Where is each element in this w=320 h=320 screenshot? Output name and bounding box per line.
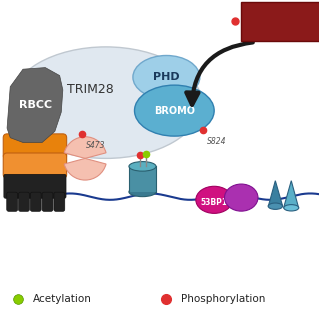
Ellipse shape [133, 55, 200, 99]
Polygon shape [284, 181, 299, 208]
Text: BRCA1: BRCA1 [227, 190, 255, 200]
Text: RBCC: RBCC [19, 100, 52, 110]
Text: S824: S824 [207, 137, 227, 146]
Polygon shape [7, 68, 63, 142]
FancyBboxPatch shape [30, 192, 41, 211]
Text: Acetylation: Acetylation [33, 293, 92, 304]
FancyBboxPatch shape [3, 134, 67, 159]
Wedge shape [64, 158, 106, 180]
FancyBboxPatch shape [42, 192, 53, 211]
Text: S473: S473 [86, 141, 106, 150]
Text: TRIM28: TRIM28 [67, 84, 113, 96]
Ellipse shape [268, 203, 283, 209]
Text: 53BP1: 53BP1 [201, 197, 228, 206]
Ellipse shape [134, 85, 214, 136]
Text: PHD: PHD [153, 72, 180, 82]
Ellipse shape [225, 184, 258, 211]
Ellipse shape [10, 47, 201, 158]
FancyBboxPatch shape [19, 192, 29, 211]
FancyBboxPatch shape [129, 166, 156, 192]
Ellipse shape [284, 204, 299, 211]
FancyBboxPatch shape [7, 192, 18, 211]
Text: ATM: ATM [261, 14, 294, 28]
FancyBboxPatch shape [4, 174, 66, 198]
Wedge shape [64, 137, 106, 158]
FancyArrowPatch shape [186, 43, 253, 105]
FancyBboxPatch shape [54, 192, 65, 211]
Text: Phosphorylation: Phosphorylation [181, 293, 265, 304]
Ellipse shape [196, 186, 233, 213]
FancyBboxPatch shape [241, 2, 320, 41]
Polygon shape [268, 181, 283, 206]
Ellipse shape [129, 187, 156, 197]
Text: BROMO: BROMO [154, 106, 195, 116]
FancyBboxPatch shape [3, 153, 67, 178]
Ellipse shape [129, 162, 156, 171]
